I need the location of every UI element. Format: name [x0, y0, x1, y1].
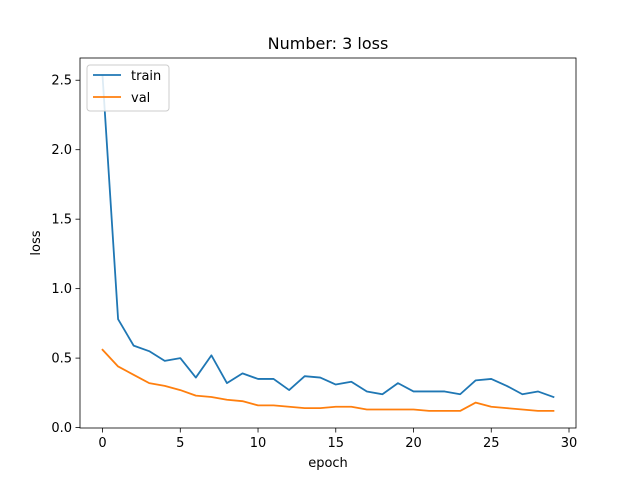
x-tick-label: 10: [250, 436, 267, 451]
x-tick-label: 0: [98, 436, 106, 451]
x-axis-label: epoch: [308, 456, 348, 471]
x-axis: 0 5 10 15 20 25 30: [98, 428, 577, 451]
series-line-train: [101, 75, 555, 399]
y-tick-label: 2.5: [51, 74, 72, 89]
y-axis: 0.0 0.5 1.0 1.5 2.0 2.5: [51, 74, 80, 436]
y-axis-label: loss: [29, 230, 44, 255]
x-tick-label: 25: [483, 436, 500, 451]
y-tick-label: 1.0: [51, 282, 72, 297]
legend: train val: [86, 64, 170, 112]
legend-box: [86, 64, 170, 112]
plot-area: [79, 57, 577, 429]
series-layer: [101, 75, 555, 412]
x-tick-label: 20: [405, 436, 422, 451]
x-tick-label: 5: [176, 436, 184, 451]
x-tick-label: 15: [328, 436, 345, 451]
x-tick-label: 30: [561, 436, 578, 451]
plot-frame: [79, 57, 577, 429]
series-line-val: [101, 348, 555, 412]
legend-label-val: val: [131, 91, 150, 106]
y-tick-label: 2.0: [51, 143, 72, 158]
y-tick-label: 0.0: [51, 421, 72, 436]
y-tick-label: 0.5: [51, 352, 72, 367]
y-tick-label: 1.5: [51, 213, 72, 228]
chart-title: Number: 3 loss: [268, 34, 389, 53]
plot-background: [80, 58, 576, 428]
legend-label-train: train: [131, 69, 161, 84]
